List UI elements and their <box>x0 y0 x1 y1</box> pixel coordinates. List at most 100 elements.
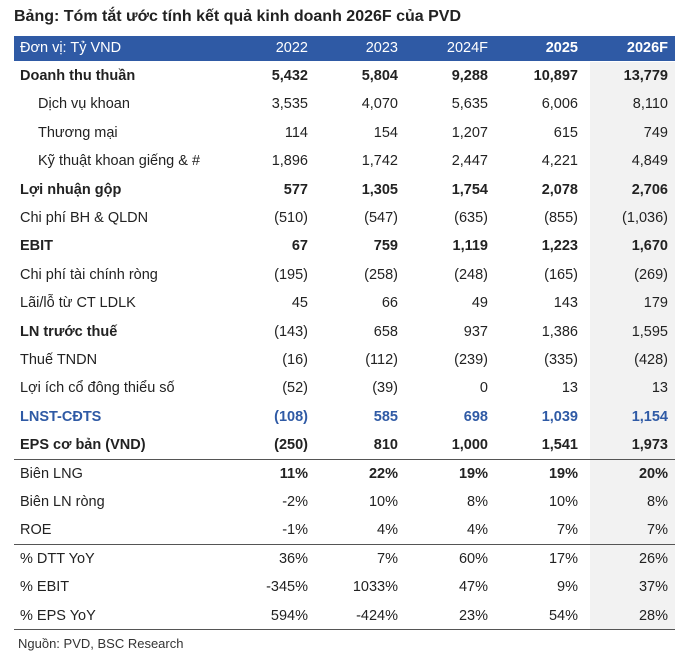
cell-value: 1033% <box>352 579 398 596</box>
cell-value: 2,078 <box>541 181 578 198</box>
cell-value: 23% <box>458 607 488 624</box>
cell-value: (112) <box>365 352 398 368</box>
cell-value: (239) <box>454 352 488 368</box>
cell-value: 810 <box>373 437 398 454</box>
header-cell: 2022 <box>275 40 308 56</box>
cell-value: 3,535 <box>271 96 308 113</box>
cell-value: 7% <box>557 522 578 539</box>
row-label: Biên LNG <box>20 465 83 482</box>
cell-value: 11% <box>279 465 308 482</box>
cell-value: (258) <box>364 266 398 283</box>
cell-value: 1,386 <box>541 323 578 340</box>
header-cell: 2026F <box>626 40 668 56</box>
cell-value: -424% <box>356 607 398 624</box>
cell-value: 585 <box>373 408 398 425</box>
cell-value: 1,973 <box>631 437 668 454</box>
column-shade <box>590 62 675 630</box>
cell-value: (39) <box>372 380 398 397</box>
cell-value: 47% <box>458 579 488 596</box>
cell-value: 1,154 <box>631 408 668 425</box>
cell-value: (16) <box>282 352 308 368</box>
cell-value: (1,036) <box>622 210 668 226</box>
cell-value: 54% <box>548 607 578 624</box>
cell-value: (547) <box>364 210 398 226</box>
cell-value: 66 <box>381 295 398 312</box>
cell-value: 10,897 <box>533 68 578 84</box>
cell-value: 615 <box>553 124 578 141</box>
row-label: Thương mại <box>38 124 118 141</box>
header-bar <box>14 36 675 61</box>
cell-value: 2,447 <box>451 153 488 170</box>
cell-value: 4,221 <box>541 153 578 170</box>
cell-value: (248) <box>454 266 488 283</box>
header-cell: 2024F <box>446 40 488 56</box>
row-label: Dịch vụ khoan <box>38 96 130 113</box>
cell-value: (165) <box>544 266 578 283</box>
cell-value: 1,223 <box>541 238 578 255</box>
cell-value: 8% <box>647 494 668 510</box>
cell-value: (510) <box>274 210 308 226</box>
separator <box>14 629 675 630</box>
cell-value: 20% <box>638 465 668 482</box>
row-label: Lợi nhuận gộp <box>20 181 122 198</box>
separator <box>14 458 675 460</box>
table-title: Bảng: Tóm tắt ước tính kết quả kinh doan… <box>14 8 462 25</box>
cell-value: 6,006 <box>541 96 578 113</box>
cell-value: 114 <box>284 124 308 141</box>
cell-value: 13 <box>651 380 668 397</box>
cell-value: 154 <box>373 124 398 141</box>
cell-value: 658 <box>373 323 398 340</box>
row-label: % EPS YoY <box>20 607 96 624</box>
cell-value: 1,039 <box>541 408 578 425</box>
cell-value: 1,896 <box>271 153 308 170</box>
row-label: Chi phí BH & QLDN <box>20 210 149 226</box>
cell-value: (108) <box>274 408 308 425</box>
cell-value: 759 <box>373 238 398 255</box>
row-label: % EBIT <box>20 579 70 596</box>
cell-value: 36% <box>278 550 308 567</box>
row-label: Lợi ích cổ đông thiểu số <box>20 380 175 397</box>
cell-value: 1,754 <box>451 181 488 198</box>
cell-value: 8% <box>467 494 488 510</box>
cell-value: 1,207 <box>451 124 488 141</box>
cell-value: (250) <box>274 437 308 454</box>
cell-value: 49 <box>471 295 488 312</box>
cell-value: (855) <box>544 210 578 226</box>
cell-value: 4% <box>377 522 398 539</box>
cell-value: 1,595 <box>631 323 668 340</box>
cell-value: 37% <box>638 579 668 596</box>
cell-value: -1% <box>282 522 308 539</box>
cell-value: 10% <box>368 494 398 510</box>
cell-value: 7% <box>377 550 398 567</box>
cell-value: (52) <box>282 380 308 397</box>
header-cell: 2023 <box>365 40 398 56</box>
cell-value: 22% <box>368 465 398 482</box>
cell-value: 1,742 <box>361 153 398 170</box>
cell-value: 1,541 <box>541 437 578 454</box>
cell-value: 8,110 <box>632 96 668 113</box>
cell-value: 749 <box>643 124 668 141</box>
cell-value: 4% <box>467 522 488 539</box>
cell-value: 5,432 <box>271 68 308 84</box>
cell-value: 17% <box>548 550 578 567</box>
cell-value: (428) <box>634 352 668 368</box>
row-label: Biên LN ròng <box>20 494 105 510</box>
separator <box>14 543 675 545</box>
row-label: Kỹ thuật khoan giếng & # <box>38 153 201 170</box>
header-cell: Đơn vị: Tỷ VND <box>20 40 122 56</box>
row-label: Doanh thu thuần <box>20 68 136 84</box>
cell-value: 0 <box>479 380 488 397</box>
cell-value: 9% <box>557 579 578 596</box>
cell-value: 1,305 <box>361 181 398 198</box>
row-label: ROE <box>20 522 52 539</box>
row-label: % DTT YoY <box>20 550 95 567</box>
cell-value: 67 <box>291 238 308 255</box>
row-label: EPS cơ bản (VND) <box>20 437 146 454</box>
cell-value: 937 <box>463 323 488 340</box>
cell-value: 594% <box>270 607 308 624</box>
cell-value: 1,000 <box>451 437 488 454</box>
cell-value: (635) <box>454 210 488 226</box>
cell-value: -2% <box>282 494 308 510</box>
cell-value: 5,804 <box>361 68 398 84</box>
